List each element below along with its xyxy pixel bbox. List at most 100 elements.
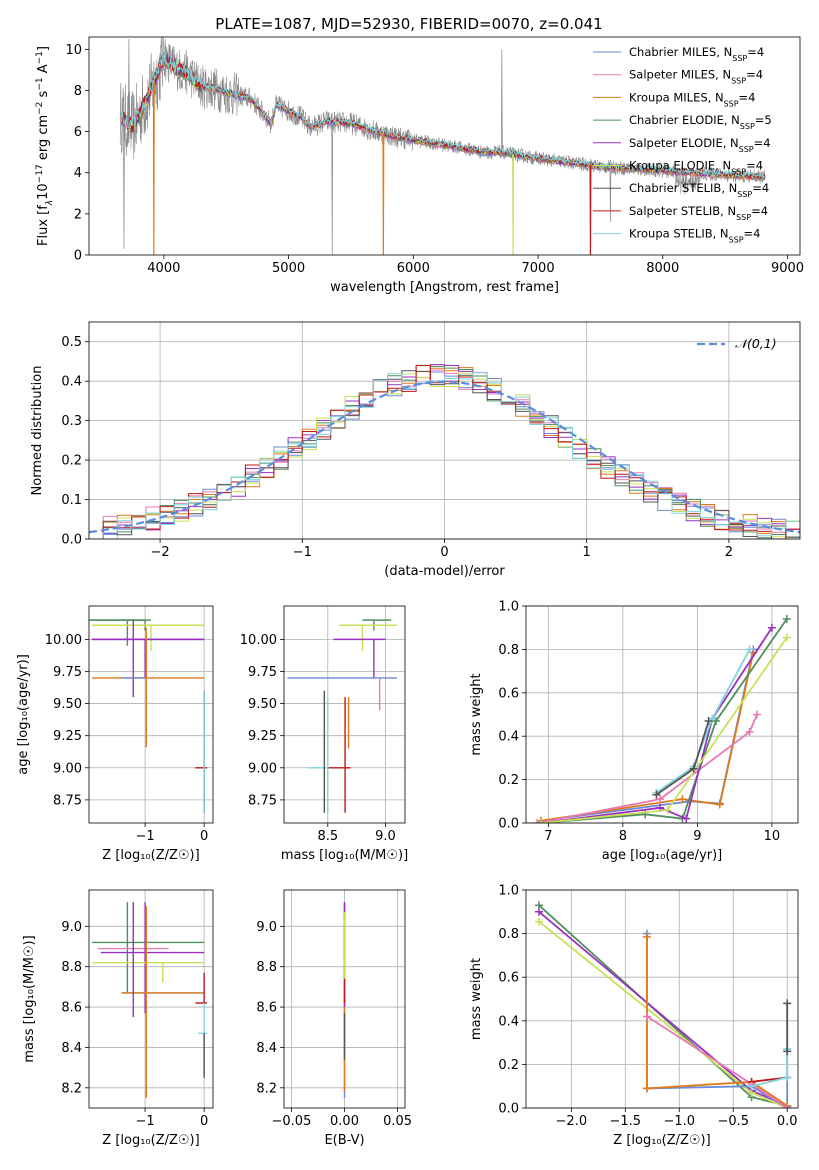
y-axis-label: mass weight <box>469 673 484 755</box>
series-marker <box>767 623 776 632</box>
x-tick-label: 7000 <box>522 261 555 276</box>
legend-label: Salpeter MILES, NSSP=4 <box>629 68 763 86</box>
series-marker <box>747 1082 756 1091</box>
y-tick-label: 0.4 <box>61 375 82 390</box>
x-axis-label: wavelength [Angstrom, rest frame] <box>330 280 559 295</box>
panel-mass_vs_z: −1 0 8.2 8.4 8.6 8.8 9.0 Z [log₁₀(Z/Z☉)] mass [l… <box>22 889 214 1148</box>
ticks: 8.5 9.0 8.75 9.00 9.25 9.50 9.75 10.00 <box>240 633 396 844</box>
error-bar <box>91 638 205 678</box>
y-tick-label: 0.4 <box>498 730 519 745</box>
y-tick-label: 0.2 <box>61 454 82 469</box>
y-tick-label: 9.25 <box>53 729 82 744</box>
y-tick-label: 8.2 <box>61 1081 82 1096</box>
y-tick-label: 8.2 <box>256 1081 277 1096</box>
legend-label: Kroupa ELODIE, NSSP=4 <box>629 159 763 177</box>
legend: 𝒩(0,1) <box>697 336 777 351</box>
legend-label: Chabrier MILES, NSSP=4 <box>629 45 764 63</box>
y-tick-label: 8.6 <box>61 1001 82 1016</box>
data-spike <box>123 118 125 249</box>
ticks: 7 8 9 10 0.0 0.2 0.4 0.6 0.8 1.0 <box>498 600 780 845</box>
x-tick-label: 0.00 <box>330 1114 359 1129</box>
series-marker <box>678 795 687 804</box>
y-tick-label: 8.75 <box>53 793 82 808</box>
grid <box>89 890 213 1108</box>
panel-weight_vs_z: −2.0 −1.5 −1.0 −0.5 0.0 0.0 0.2 0.4 0.6 0.8 1.0 Z [… <box>469 884 799 1148</box>
histogram-step <box>89 370 800 539</box>
series-marker <box>642 932 651 941</box>
y-tick-label: 9.50 <box>248 697 277 712</box>
y-tick-label: 8.75 <box>248 793 277 808</box>
y-tick-label: 8.4 <box>61 1041 82 1056</box>
model-dropout <box>512 154 515 255</box>
y-tick-label: 8.8 <box>61 960 82 975</box>
axes-frame <box>88 889 214 1109</box>
series-marker <box>783 999 792 1008</box>
y-tick-label: 9.0 <box>61 920 82 935</box>
series-marker <box>689 764 698 773</box>
series-marker <box>536 819 545 823</box>
series-line <box>646 1015 788 1108</box>
y-tick-label: 1.0 <box>498 600 519 615</box>
series-line <box>655 720 710 796</box>
y-tick-label: 0 <box>74 249 82 264</box>
y-tick-label: 9.75 <box>248 665 277 680</box>
series-marker <box>745 645 754 654</box>
legend-label: Kroupa MILES, NSSP=4 <box>629 90 755 108</box>
y-axis-label: age [log₁₀(age/yr)] <box>16 654 31 775</box>
ticks: −2.0 −1.5 −1.0 −0.5 0.0 0.0 0.2 0.4 0.6 0.8 1.0 <box>498 884 797 1130</box>
x-tick-label: 1 <box>583 545 591 560</box>
error-bar <box>91 624 205 651</box>
x-axis-label: (data-model)/error <box>384 564 505 579</box>
x-tick-label: 0.0 <box>777 1114 798 1129</box>
axes-frame <box>283 605 406 824</box>
plot-area <box>89 364 800 539</box>
x-tick-label: 0 <box>440 545 448 560</box>
x-tick-label: 9.0 <box>375 829 396 844</box>
y-tick-label: 8 <box>74 84 82 99</box>
model-dropout <box>382 133 385 255</box>
ticks: 4000 5000 6000 7000 8000 9000 0 2 4 6 8 10 <box>65 43 804 276</box>
data-spike <box>609 167 612 223</box>
y-tick-label: 9.00 <box>53 761 82 776</box>
axes-frame <box>283 889 406 1109</box>
x-tick-label: 9000 <box>771 261 804 276</box>
x-tick-label: 9 <box>693 829 701 844</box>
series-marker <box>663 805 672 814</box>
series-line <box>538 911 788 1107</box>
ticks: −1 0 8.2 8.4 8.6 8.8 9.0 <box>61 920 208 1129</box>
series-marker <box>533 819 542 823</box>
series-marker <box>534 917 543 926</box>
x-tick-label: 0 <box>200 829 208 844</box>
panel-residuals: −2 −1 0 1 2 0.0 0.1 0.2 0.3 0.4 0.5 (data-model)/er… <box>30 321 801 579</box>
x-tick-label: 8.5 <box>317 829 338 844</box>
series-line <box>540 652 755 822</box>
axes-frame <box>525 605 799 824</box>
x-axis-label: Z [log₁₀(Z/Z☉)] <box>102 1133 199 1148</box>
x-tick-label: 6000 <box>397 261 430 276</box>
y-tick-label: 8.4 <box>256 1041 277 1056</box>
series-marker <box>783 1073 792 1082</box>
y-axis-label: Normed distribution <box>30 366 45 496</box>
plot-area <box>287 619 397 813</box>
panel-mass_vs_ebv: −0.05 0.00 0.05 8.2 8.4 8.6 8.8 9.0 E(B-V) <box>256 889 412 1148</box>
series-line <box>655 648 751 794</box>
y-tick-label: 0.0 <box>498 817 519 832</box>
data-spike <box>128 39 130 124</box>
y-axis-label: mass weight <box>469 958 484 1040</box>
x-tick-label: −0.05 <box>272 1114 312 1129</box>
legend-label: Salpeter ELODIE, NSSP=4 <box>629 136 771 154</box>
y-tick-label: 6 <box>74 125 82 140</box>
histogram-step <box>89 365 800 539</box>
x-tick-label: −2 <box>151 545 170 560</box>
x-tick-label: −1.5 <box>610 1114 642 1129</box>
ticks: −0.05 0.00 0.05 8.2 8.4 8.6 8.8 9.0 <box>256 920 412 1129</box>
y-tick-label: 0.2 <box>498 773 519 788</box>
series-marker <box>656 795 665 804</box>
ticks: −1 0 8.75 9.00 9.25 9.50 9.75 10.00 <box>45 633 209 844</box>
plot-area <box>119 37 766 255</box>
ticks: −2 −1 0 1 2 0.0 0.1 0.2 0.3 0.4 0.5 <box>61 335 733 560</box>
series-marker <box>704 717 713 726</box>
x-tick-label: −0.5 <box>717 1114 749 1129</box>
x-tick-label: 4000 <box>147 261 180 276</box>
plot-area <box>533 615 791 823</box>
